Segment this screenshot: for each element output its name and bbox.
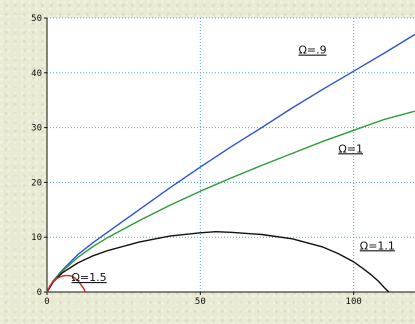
- y-tick-label: 10: [31, 233, 42, 243]
- axes: [44, 17, 415, 295]
- series-label-0: Ω=.9: [298, 44, 326, 57]
- series-line-0: [46, 33, 415, 293]
- series-line-3: [46, 274, 86, 293]
- series-label-2: Ω=1.1: [360, 239, 395, 252]
- series-line-2: [46, 230, 390, 293]
- y-tick-label: 50: [31, 14, 42, 24]
- x-tick-label: 0: [44, 297, 49, 307]
- y-tick-label: 30: [31, 124, 42, 134]
- series-label-3: Ω=1.5: [72, 271, 107, 284]
- y-tick-label: 0: [37, 288, 42, 298]
- x-tick-label: 100: [346, 297, 362, 307]
- series-lines: [46, 33, 415, 293]
- series-labels: Ω=.9 Ω=1 Ω=1.1 Ω=1.5: [72, 44, 395, 284]
- series-label-1: Ω=1: [338, 142, 363, 155]
- x-tick-label: 50: [195, 297, 206, 307]
- y-tick-label: 40: [31, 69, 42, 79]
- y-tick-label: 20: [31, 178, 42, 188]
- series-line-1: [46, 110, 415, 293]
- grid: [47, 17, 415, 292]
- tick-labels: 0 10 20 30 40 50 0 50 100: [31, 14, 362, 307]
